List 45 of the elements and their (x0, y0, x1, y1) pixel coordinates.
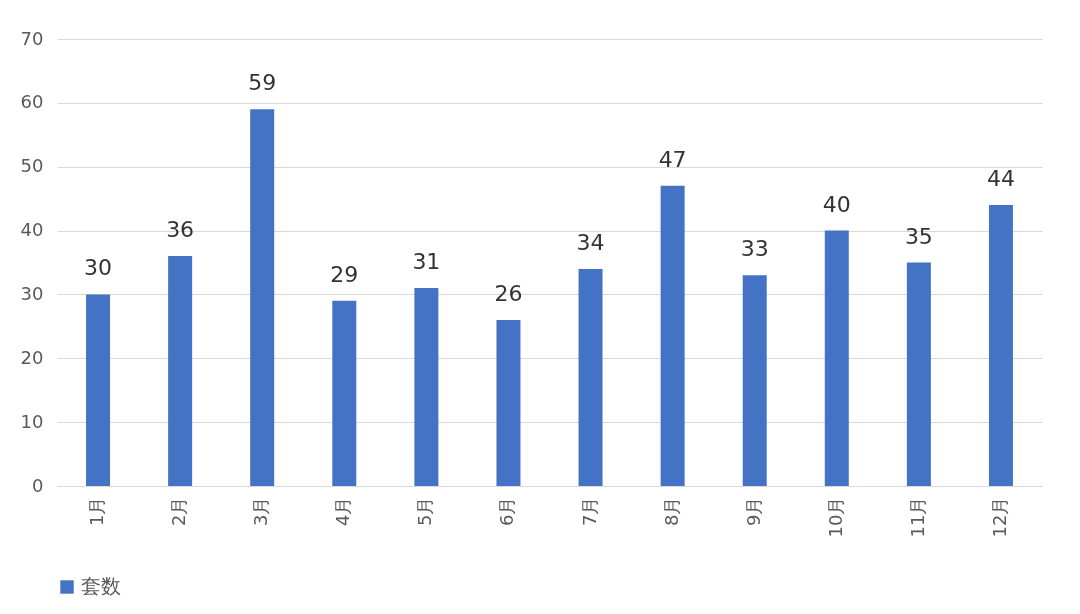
x-tick-label: 3月 (250, 496, 272, 526)
bar (86, 294, 111, 486)
x-tick-label: 8月 (660, 496, 682, 526)
bar (906, 262, 931, 486)
y-tick-label: 30 (20, 282, 44, 304)
bar (168, 256, 193, 486)
data-label: 31 (412, 249, 441, 275)
bar (660, 185, 685, 486)
bar (414, 288, 439, 486)
x-tick-label: 1月 (86, 496, 108, 526)
x-tick-label: 5月 (414, 496, 436, 526)
y-tick-label: 50 (20, 155, 44, 177)
x-tick-label: 2月 (168, 496, 190, 526)
data-label: 33 (740, 236, 769, 262)
bar (988, 205, 1013, 486)
y-tick-label: 10 (20, 410, 44, 432)
x-tick-label: 12月 (988, 496, 1010, 538)
bar (578, 268, 603, 486)
data-label: 30 (84, 255, 113, 281)
bar (824, 230, 849, 486)
data-label: 59 (248, 70, 277, 96)
x-tick-label: 6月 (496, 496, 518, 526)
bar (332, 300, 357, 486)
x-tick-label: 9月 (742, 496, 764, 526)
data-label: 26 (494, 280, 523, 306)
data-label: 47 (658, 146, 687, 172)
data-label: 44 (986, 166, 1015, 192)
data-label: 29 (330, 261, 359, 287)
y-tick-label: 20 (20, 346, 44, 368)
y-tick-label: 0 (32, 474, 44, 496)
bar (250, 109, 275, 486)
legend-label: 套数 (81, 574, 121, 598)
bar (742, 275, 767, 486)
data-label: 35 (904, 223, 933, 249)
y-tick-label: 40 (20, 219, 44, 241)
data-label: 36 (166, 217, 195, 243)
x-tick-label: 7月 (578, 496, 600, 526)
data-label: 40 (822, 191, 851, 217)
y-tick-label: 70 (20, 27, 44, 49)
data-label: 34 (576, 229, 605, 255)
x-tick-label: 10月 (824, 496, 846, 538)
x-tick-label: 11月 (906, 496, 928, 538)
x-tick-label: 4月 (332, 496, 354, 526)
y-tick-label: 60 (20, 91, 44, 113)
bar (496, 319, 521, 486)
